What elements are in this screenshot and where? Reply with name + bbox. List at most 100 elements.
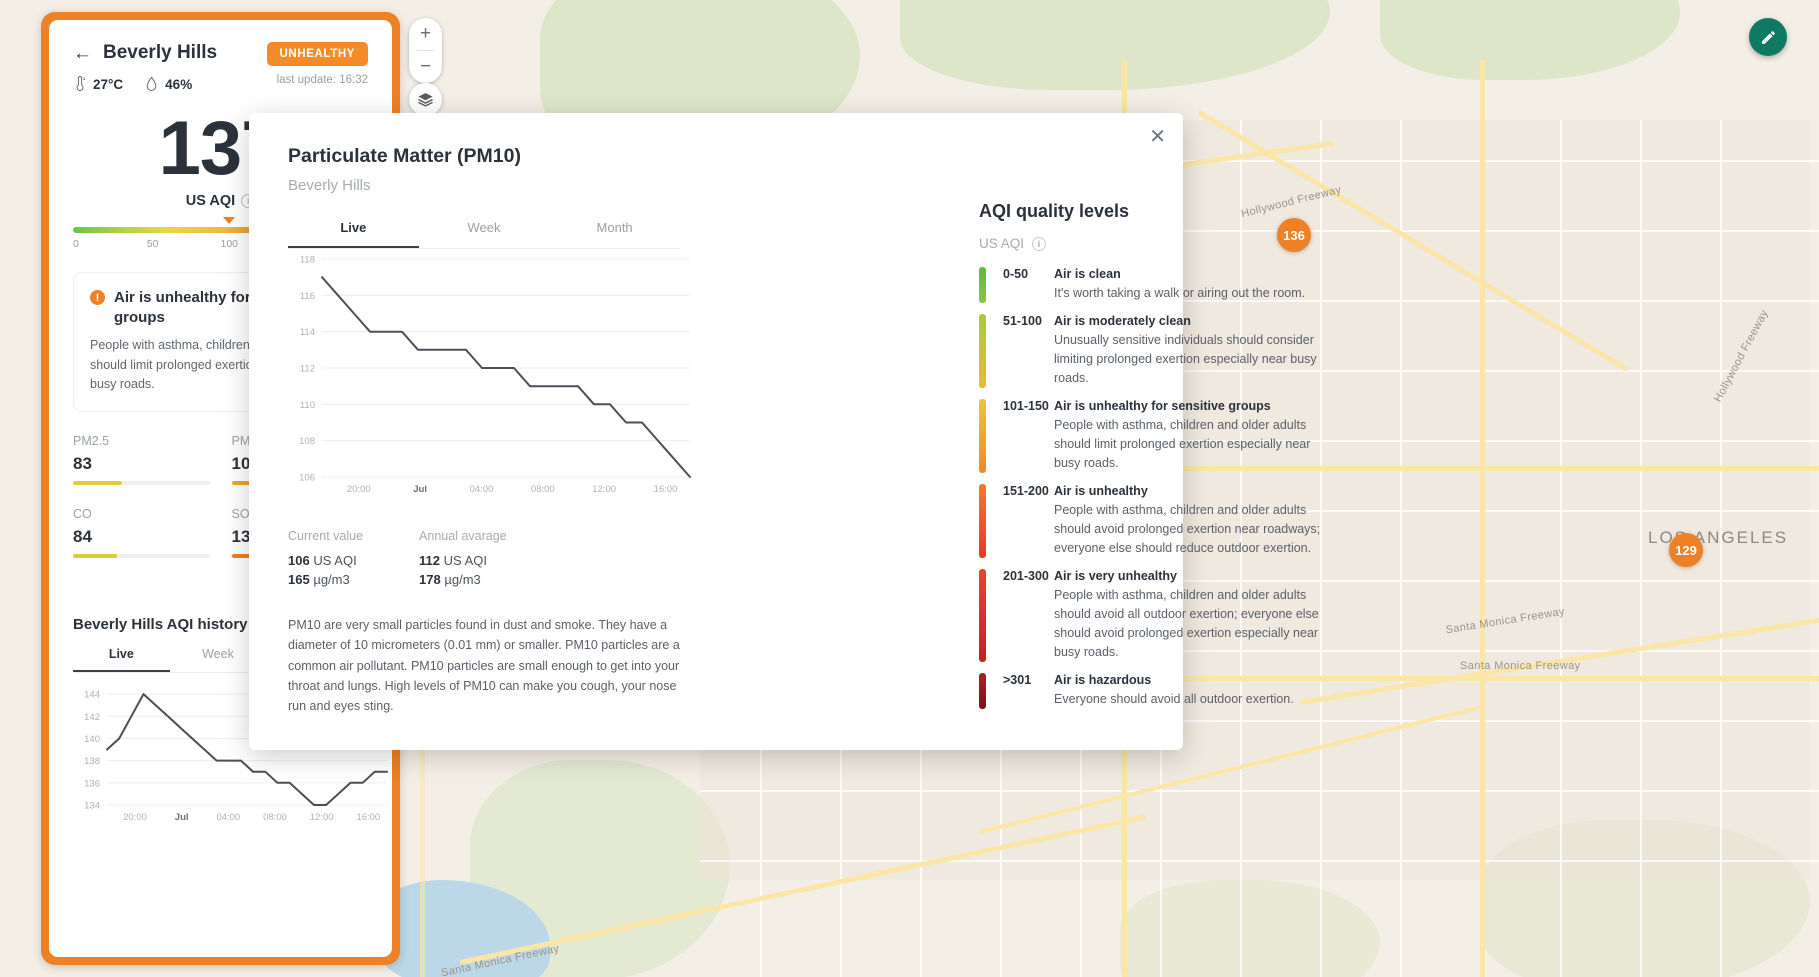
info-icon[interactable]: i — [1032, 236, 1047, 251]
modal-values: Current value 106 US AQI 165 µg/m3 Annua… — [288, 529, 713, 587]
svg-text:134: 134 — [84, 801, 100, 812]
svg-text:12:00: 12:00 — [592, 484, 616, 495]
quality-level-row: 151-200 Air is unhealthy People with asthm… — [979, 484, 1439, 558]
quality-level-row: >301 Air is hazardous Everyone should avoi… — [979, 673, 1439, 709]
modal-right-column: AQI quality levels US AQI i 0-50 Air is c… — [979, 113, 1439, 720]
svg-text:08:00: 08:00 — [531, 484, 555, 495]
aqi-scale-bar — [73, 227, 368, 234]
pollutant-card[interactable]: PM2.5 83 — [73, 434, 210, 486]
quality-level-row: 101-150 Air is unhealthy for sensitive gr… — [979, 399, 1439, 473]
zoom-in-button[interactable]: + — [419, 23, 432, 44]
quality-level-color-bar — [979, 399, 986, 473]
aqi-scale-marker — [223, 217, 236, 225]
current-aqi-line: 106 US AQI — [288, 553, 363, 568]
quality-level-text: Unusually sensitive individuals should c… — [1054, 333, 1317, 385]
temperature-readout: 27°C — [73, 76, 123, 93]
map-zoom-controls[interactable]: + − — [409, 18, 442, 83]
svg-text:112: 112 — [300, 364, 315, 375]
svg-text:16:00: 16:00 — [356, 812, 380, 823]
svg-text:12:00: 12:00 — [310, 812, 334, 823]
quality-level-heading: Air is unhealthy for sensitive groups — [1054, 399, 1271, 413]
humidity-drop-icon — [146, 76, 157, 91]
svg-text:08:00: 08:00 — [263, 812, 287, 823]
quality-level-range: 151-200 — [1003, 484, 1049, 498]
edit-button[interactable] — [1749, 18, 1787, 56]
scale-tick: 100 — [220, 238, 239, 251]
back-arrow-icon[interactable]: ← — [73, 42, 92, 64]
map-aqi-pin[interactable]: 136 — [1277, 218, 1311, 252]
svg-text:140: 140 — [84, 734, 100, 745]
quality-level-range: >301 — [1003, 673, 1032, 687]
scale-tick: 50 — [146, 238, 159, 251]
map-aqi-pin[interactable]: 129 — [1669, 533, 1703, 567]
warning-icon: ! — [90, 290, 105, 306]
annual-average-label: Annual avarage — [419, 529, 507, 543]
quality-level-color-bar — [979, 267, 986, 303]
annual-aqi-line: 112 US AQI — [419, 553, 507, 568]
quality-level-row: 51-100 Air is moderately clean Unusually s… — [979, 314, 1439, 388]
svg-text:20:00: 20:00 — [123, 812, 147, 823]
svg-text:142: 142 — [84, 712, 100, 723]
annual-aqi-value: 112 — [419, 553, 441, 568]
layers-icon — [418, 93, 433, 107]
modal-tab-week[interactable]: Week — [467, 220, 501, 235]
pollutant-value: 84 — [73, 527, 92, 547]
annual-conc-unit: µg/m3 — [444, 572, 481, 587]
svg-text:136: 136 — [84, 779, 100, 790]
svg-text:114: 114 — [300, 327, 315, 338]
pollutant-value: 83 — [73, 454, 92, 474]
pollutant-bar — [73, 554, 210, 559]
modal-tab-live[interactable]: Live — [288, 220, 419, 248]
quality-level-range: 101-150 — [1003, 399, 1049, 413]
page-title: Beverly Hills — [103, 42, 218, 63]
zoom-out-button[interactable]: − — [419, 56, 432, 77]
aqi-unit-label: US AQI — [185, 193, 236, 210]
quality-level-text: People with asthma, children and older a… — [1054, 418, 1311, 470]
map-label-road: Santa Monica Freeway — [1460, 660, 1581, 672]
tab-week[interactable]: Week — [202, 647, 234, 662]
history-title: Beverly Hills AQI history — [73, 616, 248, 634]
current-aqi-unit: US AQI — [313, 553, 357, 568]
last-update-text: last update: 16:32 — [276, 74, 368, 86]
humidity-value: 46% — [165, 77, 193, 92]
current-value-label: Current value — [288, 529, 364, 543]
pm10-live-chart[interactable]: 106 108 110 112 114 116 118 20:00 Jul 04:00 08:00 1… — [288, 249, 698, 507]
quality-level-text: Everyone should avoid all outdoor exerti… — [1054, 692, 1294, 706]
pollutant-name: CO — [73, 507, 92, 522]
status-badge: UNHEALTHY — [266, 42, 368, 66]
modal-subtitle: Beverly Hills — [288, 177, 371, 194]
svg-text:110: 110 — [300, 400, 315, 411]
current-conc-line: 165 µg/m3 — [288, 572, 363, 587]
quality-levels-list: 0-50 Air is clean It's worth taking a walk… — [979, 267, 1439, 709]
svg-text:144: 144 — [84, 690, 100, 701]
svg-text:108: 108 — [299, 436, 315, 447]
annual-aqi-unit: US AQI — [443, 553, 488, 568]
pollutant-bar — [73, 481, 210, 486]
quality-level-color-bar — [979, 569, 986, 662]
pollutant-name: PM2.5 — [73, 434, 110, 449]
modal-tabs[interactable]: Live Week Month — [288, 220, 680, 249]
modal-tab-month[interactable]: Month — [596, 220, 633, 235]
svg-text:04:00: 04:00 — [216, 812, 240, 823]
quality-level-range: 201-300 — [1003, 569, 1049, 583]
quality-level-row: 201-300 Air is very unhealthy People with … — [979, 569, 1439, 662]
svg-text:20:00: 20:00 — [347, 484, 371, 495]
layers-button[interactable] — [409, 83, 442, 116]
temperature-value: 27°C — [93, 77, 124, 92]
svg-text:106: 106 — [299, 473, 315, 484]
quality-level-text: People with asthma, children and older a… — [1054, 503, 1321, 555]
tab-live[interactable]: Live — [73, 647, 170, 673]
pollutant-card[interactable]: CO 84 — [73, 507, 210, 559]
quality-level-range: 0-50 — [1003, 267, 1029, 281]
quality-scale-label-row: US AQI i — [979, 236, 1439, 251]
quality-level-color-bar — [979, 673, 986, 709]
quality-level-heading: Air is hazardous — [1054, 673, 1152, 687]
humidity-readout: 46% — [145, 76, 192, 93]
close-icon[interactable]: ✕ — [1149, 126, 1166, 148]
pollutant-detail-modal: ✕ Particulate Matter (PM10) Beverly Hill… — [249, 113, 1320, 750]
svg-text:Jul: Jul — [175, 812, 189, 823]
annual-conc-line: 178 µg/m3 — [419, 572, 507, 587]
svg-text:116: 116 — [300, 291, 315, 302]
current-aqi-value: 106 — [288, 553, 310, 568]
svg-text:118: 118 — [300, 255, 315, 266]
